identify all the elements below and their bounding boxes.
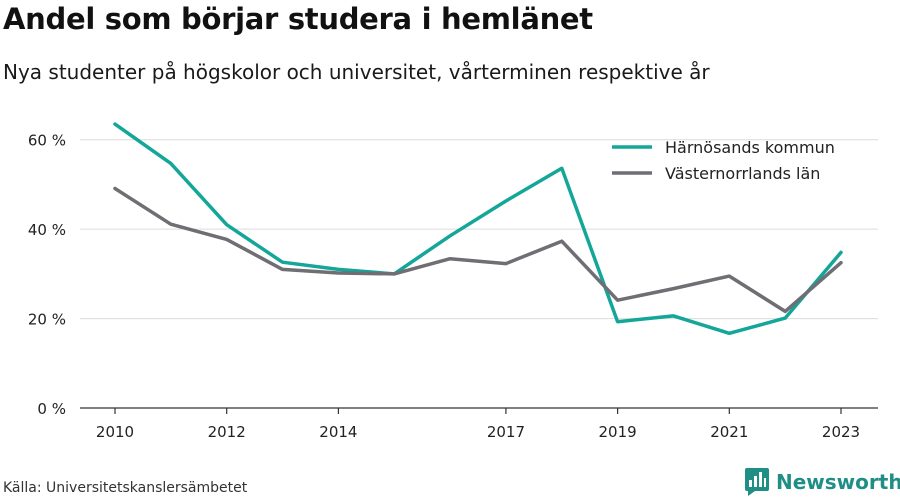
x-tick-label: 2012 [208,423,246,441]
source-note: Källa: Universitetskanslersämbetet [3,480,248,496]
x-tick-label: 2017 [487,423,525,441]
x-tick-label: 2021 [710,423,748,441]
brand-name: Newsworthy [776,470,900,494]
x-axis: 2010 2012 2014 2017 2019 2021 2023 [80,407,878,441]
x-tick-label: 2019 [599,423,637,441]
legend-label: Västernorrlands län [665,164,820,183]
series-line [113,186,843,314]
legend: Härnösands kommun Västernorrlands län [612,138,835,183]
y-tick-label: 0 % [37,400,66,418]
grid-lines [80,139,878,320]
chart-subtitle: Nya studenter på högskolor och universit… [3,60,710,84]
chart-title: Andel som börjar studera i hemlänet [3,2,593,36]
x-tick-label: 2014 [319,423,357,441]
series-line [113,122,843,336]
brand-logo[interactable]: Newsworthy [744,467,900,497]
series-lines [113,122,843,336]
y-axis-ticks: 0 % 20 % 40 % 60 % [28,132,66,418]
x-tick-label: 2023 [822,423,860,441]
legend-label: Härnösands kommun [665,138,835,157]
bar-chart-logo-icon [745,468,769,496]
y-tick-label: 60 % [28,132,66,150]
x-tick-label: 2010 [96,423,134,441]
y-tick-label: 20 % [28,311,66,329]
y-tick-label: 40 % [28,221,66,239]
